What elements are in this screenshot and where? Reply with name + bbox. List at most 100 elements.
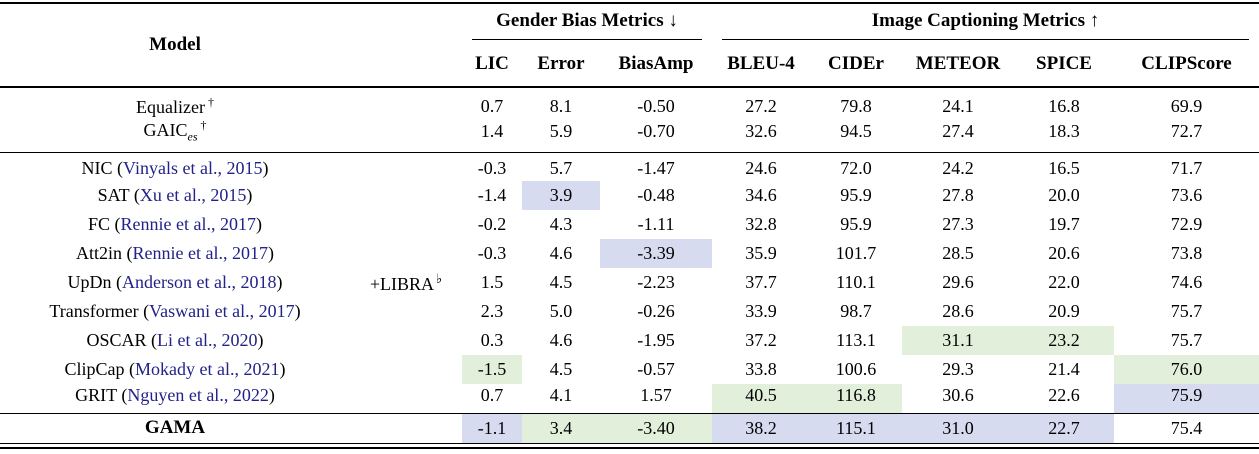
metric-value: 27.3 [942,214,974,235]
model-label: UpDn [67,272,112,293]
metric-value: -0.3 [477,243,507,264]
libra-cell [350,87,462,118]
metric-value: 75.7 [1170,301,1203,322]
model-name: GAMA [0,413,350,443]
dagger-icon: † [207,95,214,109]
libra-cell [350,118,462,152]
metric-value: 3.9 [522,181,600,211]
metric-value: 5.7 [549,158,573,179]
metric-value: 73.6 [1170,185,1203,206]
table-row: UpDn (Anderson et al., 2018) +LIBRA ♭ 1.5… [0,268,1259,297]
metric-value: 116.8 [810,384,902,414]
model-name: Att2in (Rennie et al., 2017) [76,243,274,264]
model-label: Equalizer [136,97,205,117]
metric-value: 16.5 [1048,158,1080,179]
metric-value: -0.26 [637,301,675,322]
libra-cell [350,239,462,268]
metric-value: 4.3 [549,214,573,235]
metric-value: 71.7 [1170,158,1203,179]
model-label: Att2in [76,243,123,264]
column-header-lic: LIC [475,53,509,74]
metric-value: 75.9 [1114,384,1259,414]
metric-header-row: LIC Error BiasAmp BLEU-4 CIDEr METEOR SP… [0,46,1259,87]
libra-models-section: NIC (Vinyals et al., 2015) -0.3 5.7 -1.4… [0,152,1259,414]
metric-value: 4.1 [549,385,573,406]
metric-value: 69.9 [1170,96,1203,116]
column-header-clipscore: CLIPScore [1141,53,1232,74]
baseline-section: Equalizer † 0.7 8.1 -0.50 27.2 79.8 24.1 … [0,87,1259,153]
citation-link[interactable]: Rennie et al., 2017 [132,243,268,264]
table-bottom-rule [0,444,1259,449]
metric-value: 32.8 [745,214,777,235]
model-label: NIC [81,158,113,179]
metric-value: 30.6 [942,385,974,406]
metric-value: -0.70 [637,120,675,141]
down-arrow-icon: ↓ [668,10,678,31]
metric-value: 72.7 [1170,120,1203,141]
results-table: Model Gender Bias Metrics ↓ Image Captio… [0,2,1259,444]
citation-link[interactable]: Nguyen et al., 2022 [127,385,269,406]
metric-value: -3.40 [600,413,712,444]
libra-cell [350,326,462,355]
citation-link[interactable]: Vaswani et al., 2017 [149,301,295,322]
metric-value: 8.1 [549,96,573,116]
model-label: GAIC [143,120,188,140]
metric-value: 1.4 [480,120,504,141]
table-row: Att2in (Rennie et al., 2017) -0.3 4.6 -3… [0,239,1259,269]
metric-value: 23.2 [1014,326,1114,356]
metric-value: 0.3 [480,330,504,351]
libra-cell [350,413,462,443]
flat-symbol-icon: ♭ [436,270,443,286]
metric-value: 4.5 [549,272,573,293]
up-arrow-icon: ↑ [1089,10,1100,31]
metric-value: 1.57 [640,385,672,406]
model-label: OSCAR [86,330,147,351]
group-label: Image Captioning Metrics ↑ [722,10,1250,40]
citation-link[interactable]: Li et al., 2020 [157,330,258,351]
group-header-row: Model Gender Bias Metrics ↓ Image Captio… [0,3,1259,55]
model-label: SAT [97,185,130,206]
column-header-error: Error [537,53,585,74]
subscript-label: es [187,129,198,144]
model-name: ClipCap (Mokady et al., 2021) [64,359,286,380]
metric-value: 35.9 [745,243,777,264]
citation-link[interactable]: Rennie et al., 2017 [120,214,256,235]
model-name: SAT (Xu et al., 2015) [97,185,253,206]
model-label: FC [88,214,111,235]
metric-value: 72.0 [840,158,872,179]
metric-value: -1.95 [637,330,675,351]
citation-link[interactable]: Vinyals et al., 2015 [123,158,263,179]
table-row: GAMA -1.1 3.4 -3.40 38.2 115.1 31.0 22.7… [0,413,1259,444]
table-row: GRIT (Nguyen et al., 2022) 0.7 4.1 1.57 … [0,384,1259,414]
metric-value: 38.2 [712,413,810,444]
metric-value: 27.8 [942,185,974,206]
metric-value: -0.2 [477,214,507,235]
metric-value: 18.3 [1048,120,1080,141]
metric-value: 0.7 [480,385,504,406]
metric-value: -1.4 [477,185,507,206]
table-row: Equalizer † 0.7 8.1 -0.50 27.2 79.8 24.1 … [0,87,1259,118]
metric-value: 4.6 [549,330,573,351]
citation-link[interactable]: Xu et al., 2015 [139,185,247,206]
metric-value: 95.9 [840,185,872,206]
metric-value: 32.6 [745,120,777,141]
metric-value: 33.8 [745,359,777,380]
citation-link[interactable]: Mokady et al., 2021 [135,359,280,380]
metric-value: 37.7 [745,272,777,293]
metric-value: 24.2 [942,158,974,179]
column-header-cider: CIDEr [828,53,884,74]
libra-cell [350,152,462,181]
metric-value: 0.7 [480,96,504,116]
metric-value: 75.4 [1170,417,1203,438]
metric-value: 5.9 [549,120,573,141]
metric-value: 27.4 [942,120,974,141]
citation-link[interactable]: Anderson et al., 2018 [122,272,277,293]
model-name: OSCAR (Li et al., 2020) [86,330,264,351]
model-name: Transformer (Vaswani et al., 2017) [49,301,301,322]
metric-value: 37.2 [745,330,777,351]
table-row: NIC (Vinyals et al., 2015) -0.3 5.7 -1.4… [0,152,1259,181]
model-label: GRIT [75,385,117,406]
metric-value: -0.57 [637,359,675,380]
column-header-model: Model [149,34,201,55]
metric-value: 5.0 [549,301,573,322]
